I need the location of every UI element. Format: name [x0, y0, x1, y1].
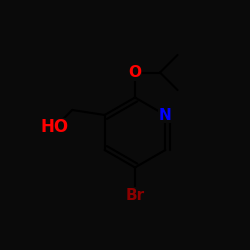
- Text: O: O: [128, 65, 141, 80]
- Text: Br: Br: [126, 188, 144, 202]
- Text: N: N: [159, 108, 172, 122]
- Text: HO: HO: [41, 118, 69, 136]
